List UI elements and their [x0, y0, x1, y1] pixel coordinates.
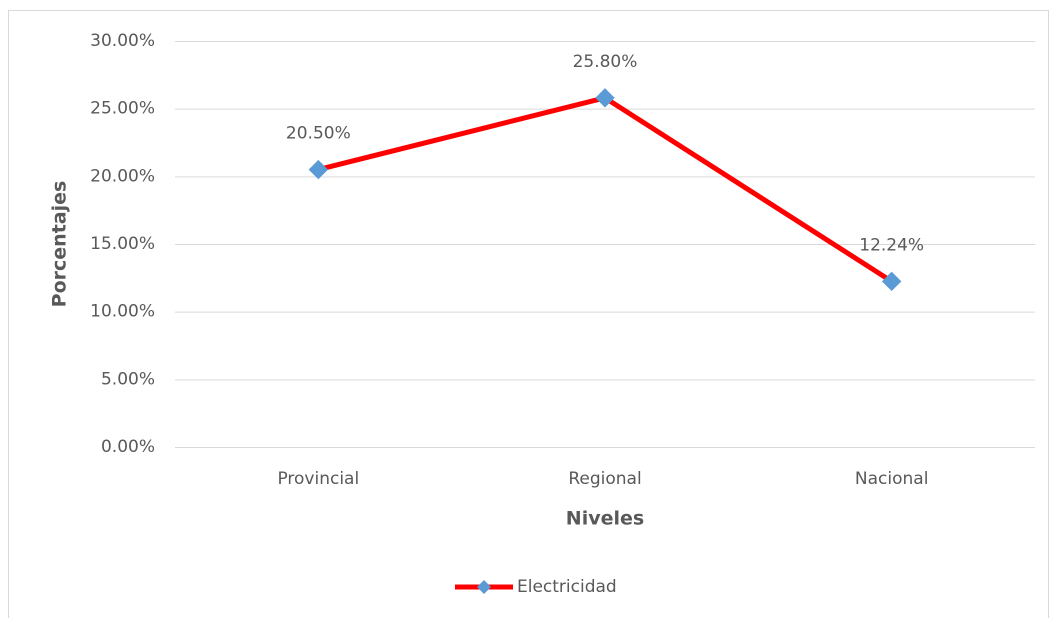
y-axis-label: Porcentajes [49, 181, 71, 308]
y-tick-label: 10.00% [90, 302, 155, 322]
x-tick-label: Regional [568, 469, 641, 489]
legend-marker [477, 580, 491, 594]
y-tick-label: 5.00% [101, 369, 155, 389]
data-label: 25.80% [573, 52, 638, 72]
data-label: 20.50% [286, 124, 351, 144]
x-axis-label: Niveles [566, 508, 644, 530]
y-tick-label: 0.00% [101, 437, 155, 457]
marker [595, 88, 615, 108]
y-tick-label: 30.00% [90, 31, 155, 51]
x-tick-label: Nacional [855, 469, 929, 489]
y-tick-label: 20.00% [90, 166, 155, 186]
x-tick-label: Provincial [277, 469, 359, 489]
y-tick-label: 15.00% [90, 234, 155, 254]
marker [308, 159, 329, 180]
marker [881, 271, 902, 292]
legend-label: Electricidad [517, 577, 617, 597]
chart-frame [8, 10, 1049, 618]
y-tick-label: 25.00% [90, 99, 155, 119]
data-label: 12.24% [859, 235, 924, 255]
